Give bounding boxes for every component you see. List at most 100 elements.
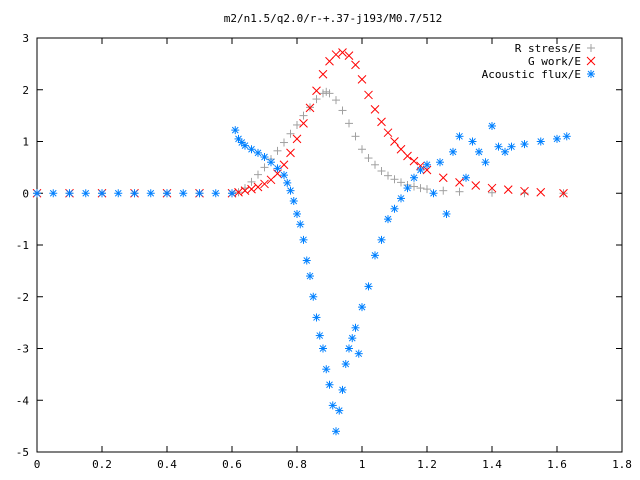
data-point [280, 138, 288, 147]
data-point [273, 164, 282, 173]
data-point [377, 166, 386, 175]
data-point [488, 121, 496, 130]
data-point [338, 106, 347, 115]
data-point [312, 313, 321, 322]
data-point [487, 183, 497, 193]
data-point [354, 349, 363, 358]
data-point [348, 334, 357, 343]
data-point [228, 189, 236, 198]
data-point [416, 184, 425, 193]
data-point [562, 132, 571, 141]
x-tick-label: 1.4 [482, 458, 502, 471]
data-point [114, 189, 123, 198]
data-point [462, 173, 470, 182]
data-point [286, 186, 295, 195]
data-point [481, 158, 490, 167]
data-point [299, 111, 308, 120]
data-point [318, 69, 328, 79]
data-point [283, 178, 292, 187]
y-tick-label: -4 [16, 394, 30, 407]
data-point [345, 344, 353, 353]
data-point [289, 197, 298, 206]
data-point [384, 215, 392, 224]
data-point [211, 189, 220, 198]
data-point [322, 87, 331, 96]
data-point [397, 194, 405, 203]
x-tick-label: 1.6 [547, 458, 567, 471]
legend-label: Acoustic flux/E [482, 68, 581, 81]
data-point [423, 185, 431, 194]
data-point [325, 380, 334, 389]
x-tick-label: 1.2 [417, 458, 437, 471]
data-point [351, 323, 360, 332]
y-tick-label: 1 [22, 136, 29, 149]
data-point [309, 292, 318, 301]
data-point [306, 272, 314, 281]
data-point [370, 105, 380, 114]
data-point [390, 137, 399, 146]
y-tick-label: 0 [22, 187, 29, 200]
data-point [231, 126, 240, 135]
data-point [383, 128, 393, 138]
data-point [416, 165, 425, 174]
data-point [260, 179, 269, 189]
data-point [247, 145, 256, 154]
data-point [65, 189, 74, 198]
data-point [163, 189, 171, 198]
data-point [302, 256, 311, 265]
data-point [371, 160, 379, 169]
data-point [357, 75, 367, 84]
data-point [254, 170, 262, 179]
data-point [279, 160, 289, 170]
data-point [247, 177, 256, 186]
data-point [559, 188, 568, 198]
data-point [410, 182, 418, 191]
data-point [520, 189, 529, 198]
series-3 [33, 121, 571, 436]
data-point [332, 96, 340, 105]
data-point [325, 89, 334, 98]
data-point [364, 90, 373, 100]
data-point [179, 189, 188, 198]
data-point [371, 251, 379, 260]
data-point [358, 303, 366, 312]
data-point [501, 147, 509, 156]
data-point [338, 385, 347, 394]
data-point [423, 160, 431, 169]
data-point [377, 235, 386, 244]
y-tick-label: -2 [16, 291, 29, 304]
data-point [449, 147, 457, 156]
data-point [273, 146, 282, 155]
x-tick-label: 0.6 [222, 458, 242, 471]
legend-label: G work/E [528, 55, 581, 68]
data-point [494, 142, 503, 151]
data-point [436, 158, 444, 167]
data-point [296, 220, 305, 229]
data-point [322, 365, 331, 374]
data-point [331, 50, 341, 59]
data-point [468, 137, 477, 146]
data-point [403, 151, 412, 161]
x-tick-label: 0 [34, 458, 41, 471]
data-point [416, 161, 425, 171]
y-tick-label: -5 [16, 446, 29, 459]
data-point [536, 137, 545, 146]
data-point [267, 158, 275, 167]
data-point [292, 134, 302, 144]
data-point [455, 187, 464, 196]
data-point [312, 95, 321, 104]
data-point [286, 129, 295, 138]
data-point [98, 189, 106, 198]
data-point [146, 189, 155, 198]
data-point [254, 148, 262, 157]
data-point [299, 119, 308, 128]
data-point [260, 153, 269, 162]
data-point [351, 132, 360, 141]
data-point [315, 331, 324, 340]
data-point [475, 147, 483, 156]
data-point [332, 427, 340, 436]
data-point [319, 344, 327, 353]
legend-marker [586, 56, 596, 66]
data-point [520, 140, 529, 149]
